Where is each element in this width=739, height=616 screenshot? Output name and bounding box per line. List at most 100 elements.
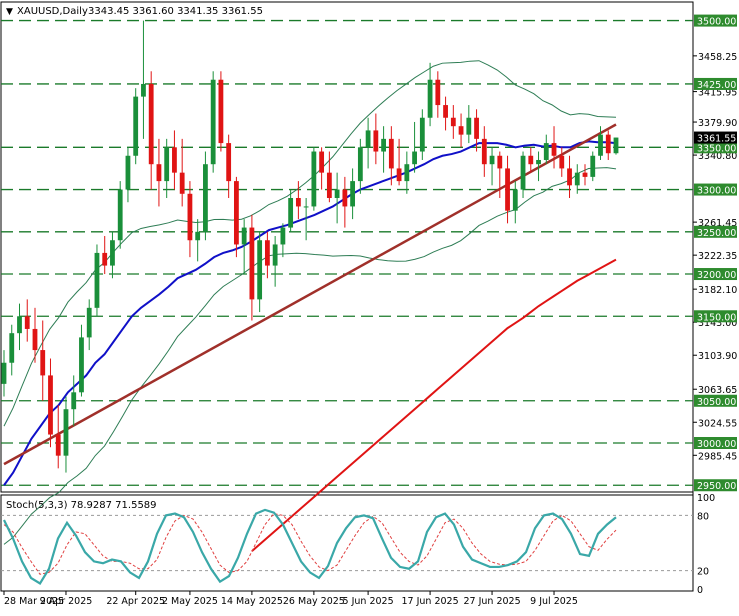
candle-body bbox=[249, 227, 255, 300]
level-label-bg bbox=[694, 394, 737, 407]
x-tick-label: 27 Jun 2025 bbox=[463, 596, 520, 607]
stochastic: 100 80 20 0 bbox=[1, 493, 715, 596]
candle-body bbox=[141, 83, 146, 97]
candle-body bbox=[110, 240, 115, 266]
candle-body bbox=[102, 252, 108, 266]
x-tick-label: 17 Jun 2025 bbox=[401, 596, 458, 607]
candle-body bbox=[466, 117, 472, 135]
x-tick-label: 5 Jun 2025 bbox=[343, 596, 394, 607]
ma-fast-line bbox=[3, 140, 617, 486]
candle-body bbox=[272, 244, 278, 266]
level-label: 3000.00 bbox=[697, 439, 736, 450]
y-tick-label: 3458.25 bbox=[698, 52, 737, 63]
candle-body bbox=[125, 155, 131, 190]
y-tick-label: 3340.80 bbox=[698, 151, 737, 162]
candle-body bbox=[226, 143, 232, 182]
y-tick-label: 3415.95 bbox=[698, 88, 737, 99]
candle-body bbox=[528, 155, 534, 165]
candle-body bbox=[86, 307, 92, 338]
candle-body bbox=[342, 189, 348, 207]
x-tick-label: 22 Apr 2025 bbox=[106, 596, 165, 607]
candle-body bbox=[234, 181, 239, 245]
candle-body bbox=[218, 79, 224, 144]
candle-body bbox=[24, 316, 30, 329]
level-label: 3500.00 bbox=[697, 17, 736, 28]
x-tick-label: 26 May 2025 bbox=[283, 596, 345, 607]
ma-slow-line bbox=[251, 258, 617, 552]
level-label: 3200.00 bbox=[697, 270, 736, 281]
candle-body bbox=[396, 168, 402, 182]
candle-body bbox=[605, 134, 611, 154]
candle-body bbox=[326, 172, 332, 198]
candle-body bbox=[32, 328, 38, 351]
y-tick-label: 3143.00 bbox=[698, 318, 737, 329]
y-tick-label: 3182.10 bbox=[698, 285, 737, 296]
y-axis-ticks: 3458.25 3415.95 3379.90 3340.80 3261.45 3222.… bbox=[693, 52, 737, 462]
price-labels: 3500.00 3425.00 3350.00 3300.00 3250.00 3200.… bbox=[694, 14, 737, 492]
candle-body bbox=[195, 231, 201, 241]
moving-averages bbox=[3, 123, 617, 552]
candle-body bbox=[435, 79, 441, 106]
x-tick-label: 14 May 2025 bbox=[221, 596, 283, 607]
candle-body bbox=[71, 392, 77, 410]
candle-body bbox=[559, 155, 565, 169]
level-label: 3425.00 bbox=[697, 80, 736, 91]
stoch-title: Stoch(5,3,3) 78.9287 71.5589 bbox=[6, 500, 157, 511]
symbol-title: XAUUSD,Daily bbox=[17, 6, 88, 17]
level-label-bg bbox=[694, 77, 737, 90]
candle-body bbox=[481, 138, 487, 165]
candle-body bbox=[334, 189, 340, 198]
stoch-level-label: 20 bbox=[697, 567, 709, 578]
y-tick-label: 2985.45 bbox=[698, 451, 737, 462]
candle-body bbox=[172, 147, 177, 173]
level-label-bg bbox=[694, 183, 737, 196]
current-price-bg bbox=[694, 131, 737, 144]
candle-body bbox=[280, 227, 286, 245]
candle-body bbox=[288, 198, 294, 228]
x-tick-label: 9 Apr 2025 bbox=[40, 596, 93, 607]
level-label-bg bbox=[694, 268, 737, 281]
stoch-panel bbox=[0, 494, 694, 592]
stoch-level-label: 80 bbox=[697, 511, 709, 522]
x-tick-label: 28 Mar 2025 bbox=[4, 596, 64, 607]
candle-body bbox=[264, 240, 270, 266]
level-label: 3150.00 bbox=[697, 312, 736, 323]
candle-body bbox=[412, 151, 417, 165]
candle-body bbox=[48, 375, 53, 435]
level-label: 3350.00 bbox=[697, 143, 736, 154]
candle-body bbox=[574, 172, 580, 186]
candle-body bbox=[590, 155, 596, 177]
level-label-bg bbox=[694, 225, 737, 238]
candle-body bbox=[133, 96, 139, 156]
y-tick-label: 3024.55 bbox=[698, 418, 737, 429]
candle-body bbox=[148, 83, 154, 165]
candle-body bbox=[1, 362, 7, 384]
candle-body bbox=[156, 164, 162, 182]
candle-body bbox=[373, 130, 379, 152]
y-tick-label: 3222.35 bbox=[698, 251, 737, 262]
level-label: 3250.00 bbox=[697, 228, 736, 239]
candle-body bbox=[94, 252, 100, 308]
candle-body bbox=[203, 164, 208, 232]
candle-body bbox=[187, 193, 193, 241]
candle-body bbox=[40, 350, 46, 376]
candle-body bbox=[458, 126, 464, 135]
candle-body bbox=[536, 159, 541, 165]
candle-body bbox=[63, 409, 69, 456]
candle-body bbox=[350, 181, 356, 207]
candle-body bbox=[319, 151, 325, 173]
candle-body bbox=[404, 164, 410, 182]
candle-body bbox=[117, 189, 123, 241]
level-label-bg bbox=[694, 310, 737, 323]
candle-body bbox=[311, 151, 317, 207]
y-tick-label: 3261.45 bbox=[698, 218, 737, 229]
candle-body bbox=[582, 172, 588, 177]
candle-body bbox=[79, 337, 84, 393]
level-label-bg bbox=[694, 437, 737, 449]
stoch-level-label: 0 bbox=[697, 585, 703, 596]
level-label-bg bbox=[694, 479, 737, 492]
candle-body bbox=[443, 105, 448, 118]
candle-body bbox=[388, 138, 394, 169]
candle-body bbox=[9, 333, 15, 363]
stoch-main-line bbox=[3, 508, 617, 585]
